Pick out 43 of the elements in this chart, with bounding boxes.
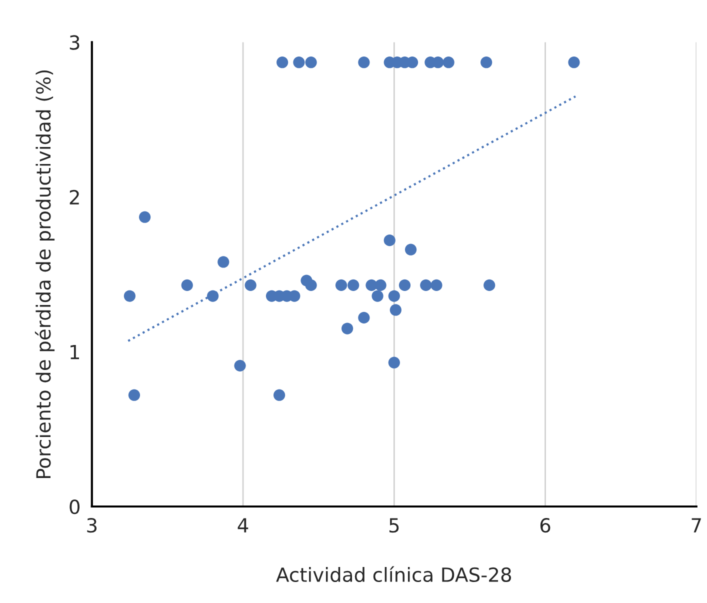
x-tick-label: 7	[692, 518, 701, 532]
point	[181, 279, 193, 292]
y-axis-title: Porciento de pérdida de productividad (%)	[34, 70, 55, 478]
point	[218, 256, 230, 268]
point	[374, 279, 386, 292]
y-tick-label: 2	[70, 190, 79, 204]
point	[305, 56, 317, 68]
x-tick-label: 5	[389, 518, 399, 533]
point	[335, 279, 348, 292]
point	[442, 56, 454, 68]
point	[341, 322, 354, 334]
x-tick-label: 6	[540, 518, 550, 533]
point	[372, 290, 384, 302]
y-tick-label: 0	[70, 499, 80, 514]
point	[206, 290, 219, 302]
point	[484, 279, 496, 292]
point	[388, 290, 400, 302]
point	[128, 389, 140, 401]
point	[430, 279, 442, 292]
point	[273, 389, 286, 401]
y-tick-label: 3	[70, 35, 80, 50]
point	[388, 356, 400, 368]
point	[358, 312, 370, 324]
point	[293, 56, 305, 68]
y-tick-label: 1	[70, 344, 80, 360]
point	[384, 234, 396, 246]
point	[234, 360, 246, 372]
point	[276, 56, 288, 68]
x-tick-label: 4	[238, 518, 248, 532]
x-axis-title: Actividad clínica DAS-28	[276, 566, 512, 582]
point	[348, 279, 360, 292]
point	[404, 244, 417, 256]
point	[420, 279, 432, 292]
x-tick-label: 3	[87, 518, 97, 533]
point	[358, 56, 370, 68]
point	[124, 290, 136, 302]
point	[390, 304, 402, 316]
point	[480, 56, 492, 68]
point	[305, 279, 317, 292]
point	[244, 279, 256, 292]
point	[568, 56, 580, 68]
point	[138, 211, 151, 223]
point	[398, 279, 411, 292]
